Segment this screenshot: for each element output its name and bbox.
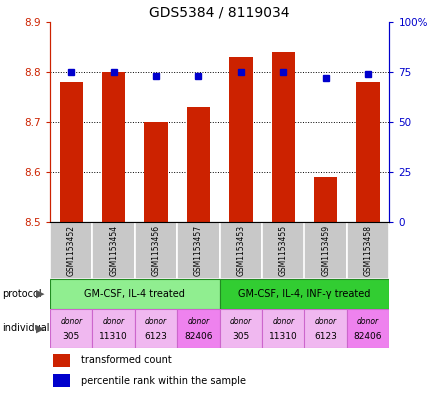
Bar [346,309,388,348]
Bar [50,222,92,279]
Bar [135,309,177,348]
Text: 11310: 11310 [268,332,297,341]
Bar [186,107,210,222]
Text: GSM1153453: GSM1153453 [236,225,245,276]
Text: transformed count: transformed count [80,355,171,365]
Text: protocol: protocol [2,289,42,299]
Text: individual: individual [2,323,49,333]
Text: ▶: ▶ [36,323,44,333]
Bar [304,222,346,279]
Text: GM-CSF, IL-4 treated: GM-CSF, IL-4 treated [84,289,185,299]
Text: donor: donor [272,317,294,325]
Text: percentile rank within the sample: percentile rank within the sample [80,376,245,386]
Text: GSM1153456: GSM1153456 [151,225,160,276]
Bar [219,309,261,348]
Bar [135,222,177,279]
Text: 305: 305 [62,332,80,341]
Text: GSM1153457: GSM1153457 [194,225,203,276]
Text: donor: donor [60,317,82,325]
Bar [144,122,168,222]
Text: GSM1153459: GSM1153459 [320,225,329,276]
Text: donor: donor [356,317,378,325]
Text: 11310: 11310 [99,332,128,341]
Bar [102,72,125,222]
Bar [53,354,70,367]
Bar [92,222,135,279]
Bar [355,82,379,222]
Bar [219,222,261,279]
Bar [261,309,304,348]
Bar [177,222,219,279]
Text: donor: donor [314,317,336,325]
Bar [59,82,83,222]
Text: GM-CSF, IL-4, INF-γ treated: GM-CSF, IL-4, INF-γ treated [238,289,370,299]
Bar [50,279,219,309]
Bar [346,222,388,279]
Text: donor: donor [145,317,167,325]
Text: 6123: 6123 [144,332,167,341]
Text: 6123: 6123 [313,332,336,341]
Bar [229,57,252,222]
Bar [313,177,337,222]
Text: GSM1153454: GSM1153454 [109,225,118,276]
Text: donor: donor [102,317,125,325]
Text: 82406: 82406 [353,332,381,341]
Bar [261,222,304,279]
Title: GDS5384 / 8119034: GDS5384 / 8119034 [149,5,289,19]
Bar [50,309,92,348]
Text: GSM1153455: GSM1153455 [278,225,287,276]
Text: donor: donor [229,317,251,325]
Text: ▶: ▶ [36,289,44,299]
Bar [177,309,219,348]
Bar [219,279,388,309]
Bar [53,375,70,387]
Text: 82406: 82406 [184,332,212,341]
Text: donor: donor [187,317,209,325]
Bar [271,52,294,222]
Bar [92,309,135,348]
Text: 305: 305 [232,332,249,341]
Text: GSM1153458: GSM1153458 [363,225,372,276]
Text: GSM1153452: GSM1153452 [66,225,76,276]
Bar [304,309,346,348]
